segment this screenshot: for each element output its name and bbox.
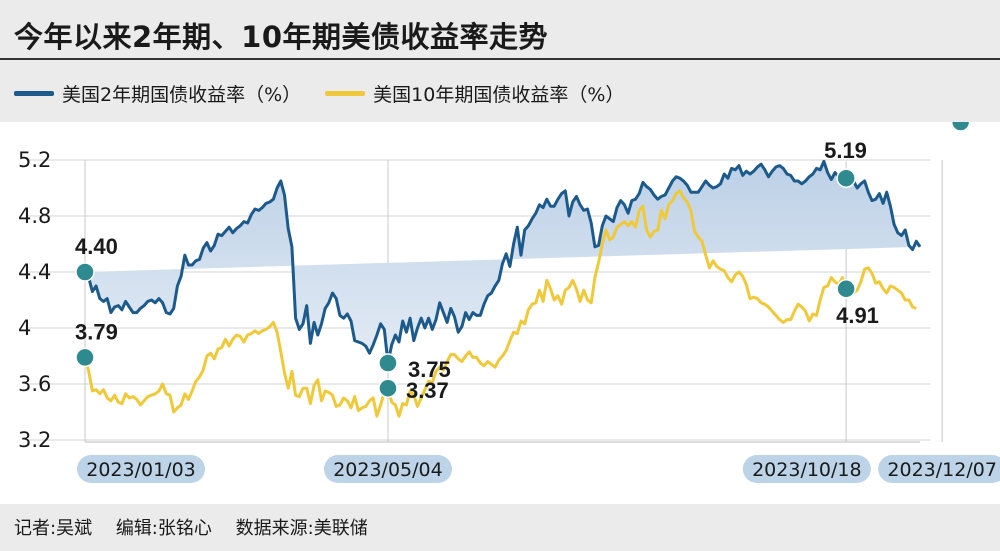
data-label-10y: 4.91 (836, 303, 879, 328)
date-pill-label: 2023/05/04 (333, 459, 443, 481)
data-marker-10y (836, 279, 856, 299)
data-label-10y: 3.79 (75, 319, 118, 344)
data-marker-10y (950, 122, 971, 132)
legend-swatch-10y (325, 91, 366, 96)
y-tick-label: 3.2 (18, 428, 51, 452)
legend-swatch-2y (14, 91, 54, 96)
y-tick-label: 3.6 (18, 372, 51, 396)
data-marker-10y (378, 378, 398, 398)
date-pill: 2023/05/04 (323, 455, 452, 483)
data-marker-2y (836, 168, 856, 188)
data-label-2y: 3.75 (408, 357, 451, 382)
legend-label-10y: 美国10年期国债收益率（%） (373, 84, 625, 106)
data-marker-10y (75, 347, 95, 368)
series-line-10y (83, 189, 917, 418)
date-pill-bg (878, 455, 1000, 483)
date-pill: 2023/10/18 (742, 455, 871, 483)
legend: 美国2年期国债收益率（%） 美国10年期国债收益率（%） (14, 80, 638, 107)
data-label-2y: 5.19 (824, 138, 867, 163)
yield-chart: 5.24.84.443.63.24.403.755.194.583.793.37… (18, 122, 1000, 483)
legend-label-2y: 美国2年期国债收益率（%） (62, 84, 302, 106)
footer-editor: 编辑:张铭心 (115, 518, 212, 539)
chart-panel: 5.24.84.443.63.24.403.755.194.583.793.37… (0, 122, 1000, 504)
date-pill-label: 2023/12/07 (887, 459, 997, 481)
date-pill-bg (77, 455, 205, 483)
date-pill: 2023/12/07 (878, 455, 1000, 483)
footer: 记者:吴斌 编辑:张铭心 数据来源:美联储 (14, 514, 386, 540)
data-label-10y: 4.14 (947, 122, 991, 127)
legend-item-2y: 美国2年期国债收益率（%） (14, 80, 301, 107)
y-tick-label: 5.2 (18, 148, 51, 172)
footer-source: 数据来源:美联储 (235, 518, 368, 539)
data-label-2y: 4.40 (75, 234, 118, 259)
data-marker-2y (378, 353, 398, 373)
date-pill-label: 2023/01/03 (86, 459, 196, 481)
legend-item-10y: 美国10年期国债收益率（%） (325, 80, 624, 107)
data-marker-2y (75, 262, 95, 282)
title-divider (0, 58, 1000, 60)
y-tick-label: 4.4 (18, 260, 51, 284)
series-line-2y (83, 159, 922, 365)
y-tick-label: 4.8 (18, 204, 51, 228)
date-pill-bg (742, 455, 871, 483)
date-pill: 2023/01/03 (77, 455, 205, 483)
footer-reporter: 记者:吴斌 (14, 518, 93, 539)
date-pill-label: 2023/10/18 (752, 459, 862, 481)
page-title: 今年以来2年期、10年期美债收益率走势 (14, 20, 549, 54)
data-label-10y: 3.37 (406, 378, 449, 403)
date-pill-bg (323, 455, 452, 483)
y-tick-label: 4 (18, 316, 31, 340)
